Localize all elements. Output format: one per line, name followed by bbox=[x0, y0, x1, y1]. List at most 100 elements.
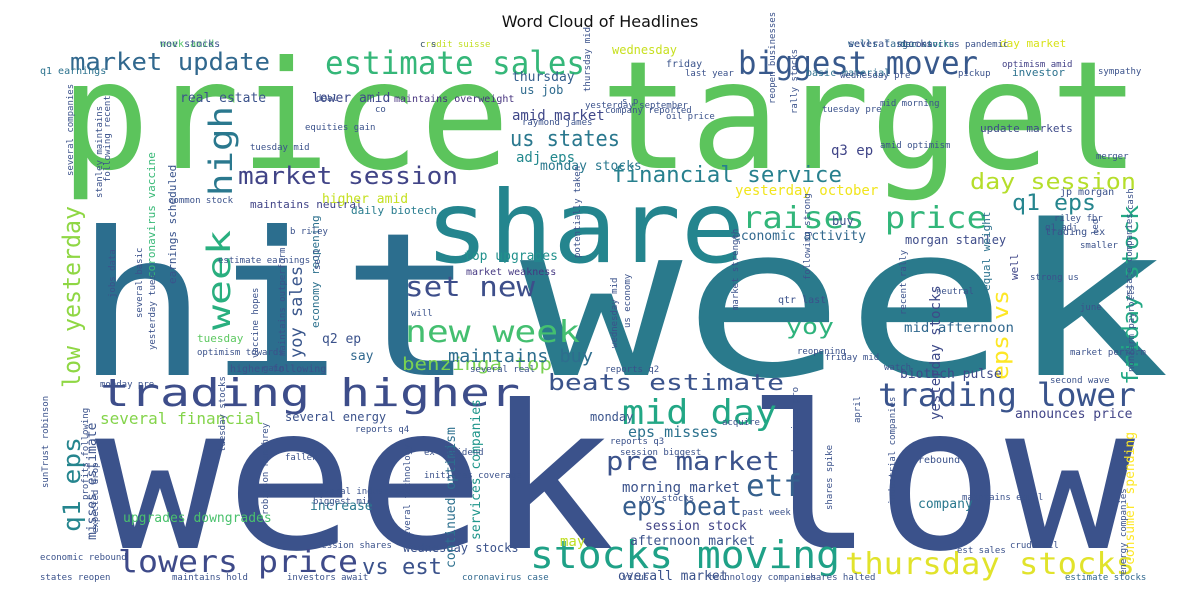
word-small: coronavirus case bbox=[462, 573, 549, 583]
word-small: tuesday mid bbox=[250, 143, 310, 153]
word-small: optimism amid bbox=[1002, 60, 1072, 70]
word-small: amid optimism bbox=[880, 141, 950, 151]
word-small: deal bbox=[316, 94, 338, 104]
word-small: investors await bbox=[287, 573, 368, 583]
word-small: increase bbox=[310, 499, 373, 514]
word-estimate-sales: estimate sales bbox=[325, 44, 585, 82]
word-set-new: set new bbox=[405, 270, 535, 303]
word-small: eps misses bbox=[628, 423, 718, 441]
word-small: q1 earnings bbox=[40, 66, 106, 77]
word-small: virus bbox=[622, 573, 649, 583]
word-small: gain bbox=[263, 364, 285, 374]
word-benzinga-top: benzinga top bbox=[402, 354, 552, 375]
word-small: estimate stocks bbox=[1065, 573, 1146, 583]
word-small: buy bbox=[832, 214, 854, 228]
word-small: april bbox=[853, 396, 863, 423]
word-low-yesterday: low yesterday bbox=[58, 206, 86, 388]
word-market-session: market session bbox=[238, 162, 458, 190]
word-small: several basic bbox=[135, 248, 145, 318]
word-small: dec stocks bbox=[900, 40, 954, 50]
word-small: b riley bbox=[290, 227, 329, 237]
word-small: top upgrades bbox=[464, 249, 558, 264]
word-beats-estimate: beats estimate bbox=[548, 371, 784, 396]
word-small: optimism towards bbox=[197, 348, 284, 358]
word-small: several companies bbox=[66, 84, 76, 176]
word-small: raymond james bbox=[522, 118, 592, 128]
word-small: upgrades downgrades bbox=[123, 511, 272, 526]
word-week-big: week bbox=[520, 180, 1170, 425]
word-maintains-buy: maintains buy bbox=[448, 346, 593, 367]
word-small: reports q4 bbox=[355, 425, 409, 435]
word-small: profits following bbox=[81, 408, 91, 500]
word-small: co bbox=[375, 105, 386, 115]
word-small: daily biotech bbox=[351, 204, 437, 217]
word-small: qtr last bbox=[778, 295, 826, 306]
word-small: yesterday september bbox=[585, 101, 689, 111]
word-high: high bbox=[202, 106, 240, 196]
word-small: amid market bbox=[512, 108, 605, 124]
word-q4-ep: q1 eps bbox=[1012, 191, 1096, 216]
word-trading-higher: trading higher bbox=[100, 371, 520, 415]
word-small: monday pre bbox=[100, 380, 154, 390]
word-small: morgan stanley bbox=[905, 233, 1006, 247]
word-small: trading ex bbox=[1045, 227, 1105, 238]
word-small: week amid bbox=[160, 39, 214, 50]
word-small: expected drop bbox=[91, 463, 101, 533]
word-small: equities gain bbox=[305, 123, 375, 133]
word-small: friday bbox=[666, 59, 702, 70]
word-small: services companies bbox=[469, 399, 484, 540]
word-small: several stocks bbox=[848, 39, 932, 50]
word-small: estate companies bbox=[1125, 213, 1135, 300]
word-small: c s bbox=[420, 40, 436, 50]
word-small: est sales bbox=[957, 546, 1006, 556]
word-small: announces price bbox=[1015, 407, 1133, 422]
word-small: vaccine hopes bbox=[251, 288, 261, 358]
word-small: lower amid bbox=[312, 91, 390, 106]
word-eps-beat: eps beat bbox=[622, 492, 742, 522]
word-small: several industrial bbox=[313, 487, 411, 497]
word-small: market strength bbox=[731, 229, 741, 310]
word-price-target: price target bbox=[60, 30, 1140, 204]
word-small: afternoon market bbox=[630, 534, 755, 549]
word-small: maintains hold bbox=[172, 573, 248, 583]
word-small: jp morgan bbox=[1060, 187, 1114, 198]
word-small: shares halted bbox=[805, 573, 875, 583]
word-small: higher following bbox=[230, 364, 326, 375]
word-small: investor bbox=[1012, 66, 1065, 79]
word-small: past week bbox=[742, 508, 791, 518]
word-small: may bbox=[560, 534, 585, 550]
word-small: biotech pulse bbox=[900, 367, 1002, 382]
word-small: overall market bbox=[618, 569, 728, 584]
word-small: morning market bbox=[622, 480, 740, 496]
word-small: equal weight bbox=[980, 212, 993, 291]
word-small: economic activity bbox=[733, 229, 866, 244]
word-us-states: us states bbox=[510, 127, 620, 152]
word-small: credit suisse bbox=[420, 40, 490, 50]
word-small: yesterday tues bbox=[148, 274, 158, 350]
word-small: real estate bbox=[180, 91, 266, 106]
word-small: sympathy bbox=[1098, 67, 1142, 77]
word-yoy: yoy bbox=[786, 315, 834, 340]
word-small: common stock bbox=[168, 196, 234, 206]
word-lowers-price: lowers price bbox=[118, 545, 358, 580]
word-small: technology companies bbox=[708, 573, 816, 583]
word-small: rebound bbox=[918, 455, 960, 466]
chart-title: Word Cloud of Headlines bbox=[501, 12, 699, 31]
word-small: pickup bbox=[958, 69, 991, 79]
word-small: coronavirus pandemic bbox=[900, 40, 1008, 50]
word-small: s p bbox=[622, 97, 638, 107]
word-small: wells fargo bbox=[848, 39, 914, 50]
word-day-session: day session bbox=[970, 170, 1136, 195]
word-etf: etf bbox=[746, 469, 802, 504]
word-small: sunTrust robinson bbox=[41, 396, 51, 488]
word-small: monday bbox=[590, 410, 633, 424]
word-small: following strong bbox=[803, 193, 813, 280]
word-small: continued optimism bbox=[444, 427, 459, 568]
word-market-update: market update bbox=[70, 48, 270, 76]
word-vs-est: vs est bbox=[362, 555, 442, 580]
word-small: reopening bbox=[797, 347, 846, 357]
word-small: thursday bbox=[512, 70, 575, 85]
